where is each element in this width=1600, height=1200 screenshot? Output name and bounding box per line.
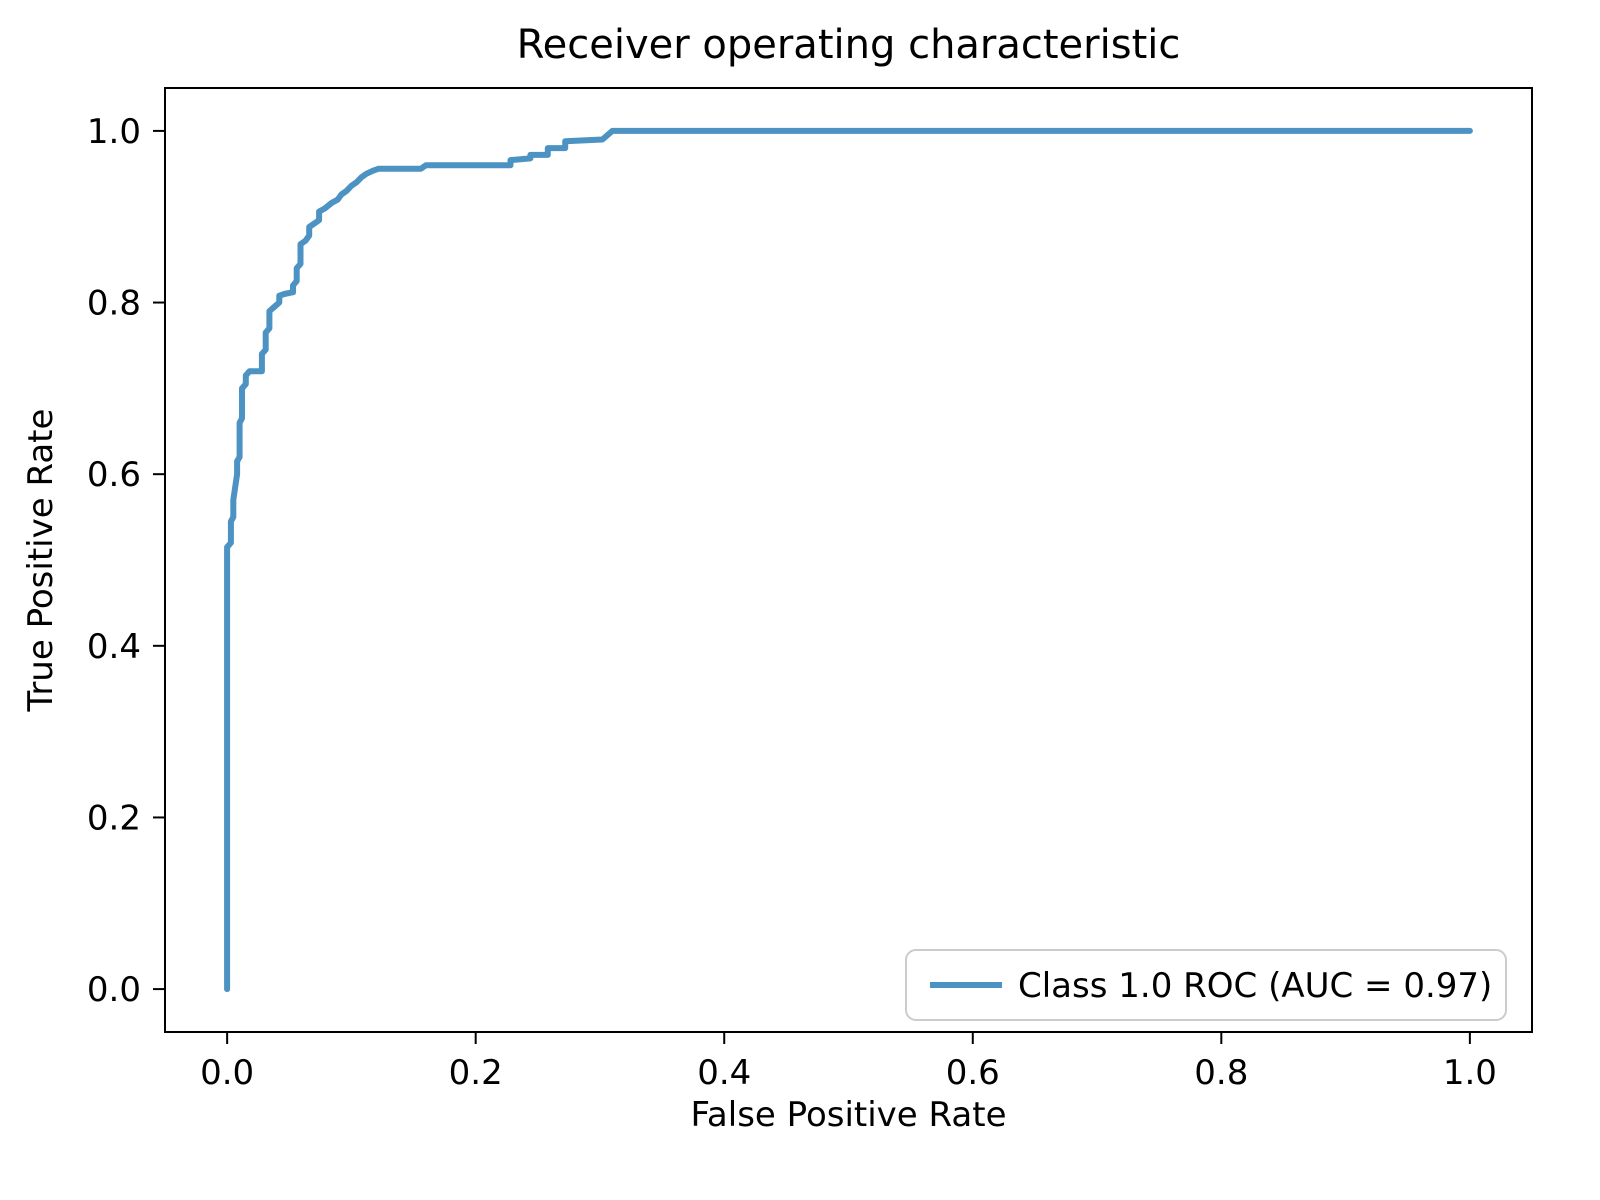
x-tick-label: 0.6 bbox=[946, 1053, 1000, 1093]
legend-label: Class 1.0 ROC (AUC = 0.97) bbox=[1018, 966, 1492, 1006]
y-tick-label: 0.0 bbox=[87, 970, 141, 1010]
y-tick-label: 0.4 bbox=[87, 627, 141, 667]
y-tick-label: 0.2 bbox=[87, 798, 141, 838]
x-tick-label: 0.0 bbox=[200, 1053, 254, 1093]
y-tick-label: 1.0 bbox=[87, 112, 141, 152]
x-tick-label: 1.0 bbox=[1443, 1053, 1497, 1093]
y-axis-label: True Positive Rate bbox=[21, 409, 61, 713]
legend-box bbox=[905, 949, 1507, 1021]
y-tick-label: 0.8 bbox=[87, 284, 141, 324]
x-tick-label: 0.4 bbox=[697, 1053, 751, 1093]
axes-frame bbox=[164, 87, 1533, 1033]
x-axis-label: False Positive Rate bbox=[691, 1095, 1007, 1135]
x-tick-label: 0.2 bbox=[449, 1053, 503, 1093]
y-tick-label: 0.6 bbox=[87, 455, 141, 495]
roc-curve-line bbox=[224, 127, 1473, 993]
x-tick-label: 0.8 bbox=[1194, 1053, 1248, 1093]
chart-title: Receiver operating characteristic bbox=[517, 22, 1181, 68]
